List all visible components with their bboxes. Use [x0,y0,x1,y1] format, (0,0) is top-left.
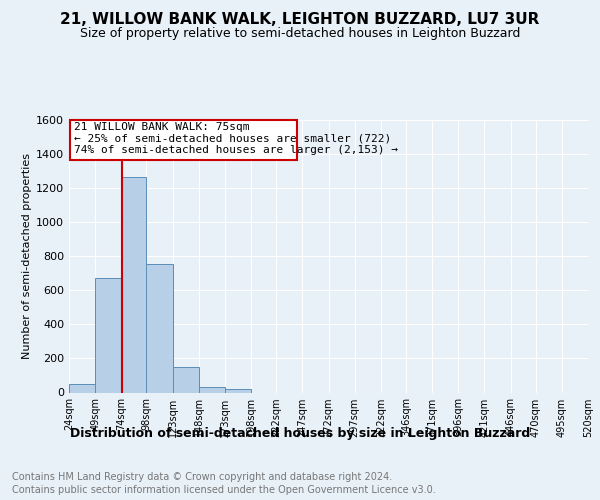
Text: Contains HM Land Registry data © Crown copyright and database right 2024.: Contains HM Land Registry data © Crown c… [12,472,392,482]
Bar [146,264,173,392]
Bar [225,389,251,392]
FancyBboxPatch shape [70,120,297,160]
Bar [121,177,146,392]
Text: 74% of semi-detached houses are larger (2,153) →: 74% of semi-detached houses are larger (… [74,146,398,156]
Text: Size of property relative to semi-detached houses in Leighton Buzzard: Size of property relative to semi-detach… [80,28,520,40]
Bar [173,367,199,392]
Text: Distribution of semi-detached houses by size in Leighton Buzzard: Distribution of semi-detached houses by … [70,428,530,440]
Bar [199,386,225,392]
Bar [69,384,95,392]
Y-axis label: Number of semi-detached properties: Number of semi-detached properties [22,153,32,359]
Text: ← 25% of semi-detached houses are smaller (722): ← 25% of semi-detached houses are smalle… [74,134,391,143]
Text: 21 WILLOW BANK WALK: 75sqm: 21 WILLOW BANK WALK: 75sqm [74,122,250,132]
Text: 21, WILLOW BANK WALK, LEIGHTON BUZZARD, LU7 3UR: 21, WILLOW BANK WALK, LEIGHTON BUZZARD, … [61,12,539,28]
Text: Contains public sector information licensed under the Open Government Licence v3: Contains public sector information licen… [12,485,436,495]
Bar [95,278,121,392]
